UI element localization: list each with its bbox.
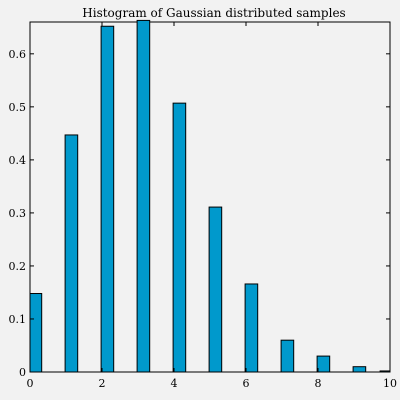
y-tick-label: 0.1 xyxy=(9,313,27,326)
histogram-bar xyxy=(316,355,331,373)
x-tick-label: 6 xyxy=(243,377,250,390)
histogram-bar xyxy=(64,134,79,373)
chart-title: Histogram of Gaussian distributed sample… xyxy=(82,6,345,20)
y-tick-label: 0.6 xyxy=(9,48,27,61)
y-tick-label: 0.3 xyxy=(9,207,27,220)
histogram-bar xyxy=(208,206,223,373)
histogram-bar xyxy=(280,339,295,373)
histogram-bar xyxy=(29,293,43,373)
y-tick-label: 0 xyxy=(19,366,26,379)
x-tick-label: 0 xyxy=(27,377,34,390)
histogram-bar xyxy=(244,283,259,373)
y-tick-label: 0.4 xyxy=(9,154,27,167)
histogram-bar xyxy=(172,102,187,373)
x-tick-label: 10 xyxy=(383,377,397,390)
histogram-bar xyxy=(352,366,367,373)
x-tick-label: 8 xyxy=(315,377,322,390)
y-tick-label: 0.5 xyxy=(9,101,27,114)
histogram-bar xyxy=(100,25,115,373)
x-tick-label: 2 xyxy=(99,377,106,390)
x-tick-label: 4 xyxy=(171,377,178,390)
y-tick-label: 0.2 xyxy=(9,260,27,273)
histogram-bar xyxy=(136,19,151,373)
